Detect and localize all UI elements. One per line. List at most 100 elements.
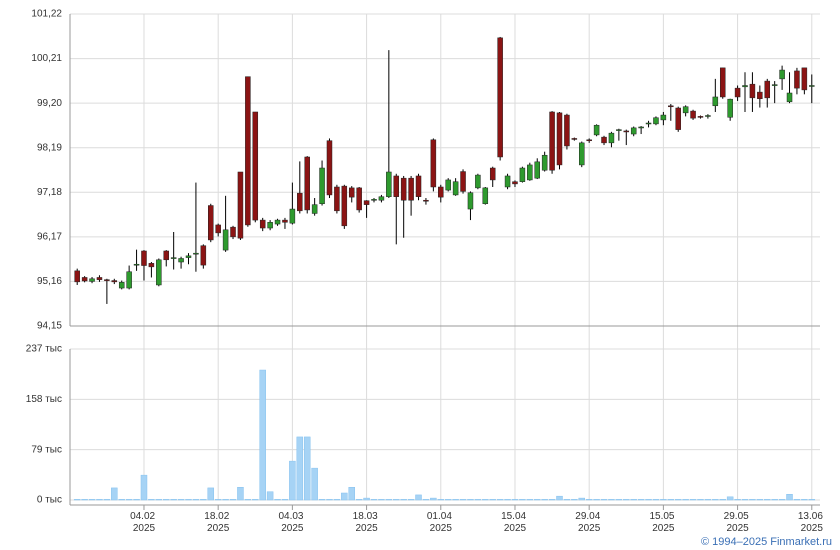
volume-bar [96,499,103,501]
candle-body [96,277,103,280]
volume-bar [608,499,615,501]
candle-body [304,156,310,211]
volume-bar [348,487,355,501]
volume-bar [237,487,244,501]
candle-body [170,257,177,259]
candle-body [452,181,459,196]
volume-bar [585,499,593,501]
volume-bar [749,499,756,501]
candle-body [156,259,162,286]
volume-bar [370,499,378,501]
volume-bar [511,499,519,501]
volume-bar [697,499,704,501]
volume-bar [155,499,163,501]
candle-body [81,277,88,282]
volume-bar [177,499,185,501]
candle-body [757,91,763,99]
candle-body [282,219,288,223]
candle-body [230,226,236,238]
volume-bar [726,496,734,501]
y-tick-label: 99,20 [37,98,62,109]
candle-body [623,130,630,133]
volume-bar [148,499,155,501]
y-tick-label: 158 тыс [26,394,62,405]
volume-bar [482,499,489,501]
volume-bar [548,499,556,501]
volume-bar [674,499,682,501]
candle-body [527,164,533,181]
candle-body [208,205,214,241]
x-tick-label: 15.05 2025 [649,511,677,534]
volume-bar [571,499,578,501]
candle-body [497,37,503,158]
candle-body [734,87,741,98]
volume-bar [667,499,675,501]
candle-body [118,282,125,289]
candle-body [334,186,340,212]
x-tick-label: 18.03 2025 [353,511,381,534]
volume-bar [222,499,229,501]
candle-body [415,175,422,197]
candle-body [660,114,667,121]
candle-body [668,105,674,108]
volume-bar [623,499,630,501]
candle-body [356,187,362,211]
y-tick-label: 98,19 [37,142,62,153]
candle-body [386,171,392,197]
candle-body [438,186,444,198]
volume-bar [363,497,370,501]
candle-body [163,250,169,261]
volume-bar [444,499,452,501]
volume-bar [200,499,207,501]
candle-body [341,185,348,227]
candle-body [519,167,526,182]
volume-bar [756,499,764,501]
volume-bar [244,499,252,501]
volume-bar [207,487,215,501]
y-tick-label: 0 тыс [37,495,62,506]
x-tick-label: 29.04 2025 [575,511,603,534]
volume-bar [801,499,808,501]
candle-body [111,280,118,283]
candle-body [690,110,696,119]
candle-body [319,167,325,205]
volume-bar [533,499,541,501]
volume-bar [689,499,697,501]
volume-bar [259,369,266,501]
candle-body [267,222,273,229]
candle-body [616,129,622,131]
volume-bar [496,499,504,501]
volume-bar [341,492,348,501]
candle-body [289,208,296,224]
y-tick-label: 100,21 [31,53,62,64]
volume-bar [229,499,237,501]
volume-bar [741,499,749,501]
volume-bar [637,499,645,501]
candle-body [215,224,221,234]
candle-body [638,126,644,129]
volume-bar [162,499,170,501]
volume-bar [630,499,637,501]
volume-bar [541,499,548,501]
candle-body [571,138,578,140]
volume-bar [385,499,393,501]
source-credit: © 1994–2025 Finmarket.ru [701,536,832,548]
volume-bar [311,467,318,501]
candle-body [378,196,385,201]
x-tick-label: 15.04 2025 [501,511,529,534]
candle-body [742,85,748,88]
volume-bar [437,499,445,501]
candle-body [193,252,199,255]
y-tick-label: 97,18 [37,187,62,198]
volume-bar [712,499,719,501]
y-tick-label: 101,22 [31,9,62,20]
y-tick-label: 79 тыс [31,444,62,455]
candle-body [608,132,615,144]
x-tick-label: 04.02 2025 [130,511,158,534]
volume-bar [318,499,326,501]
candle-body [89,278,95,282]
volume-bar [504,499,511,501]
candle-body [460,171,466,192]
candle-body [400,177,407,201]
volume-bar [778,499,786,501]
